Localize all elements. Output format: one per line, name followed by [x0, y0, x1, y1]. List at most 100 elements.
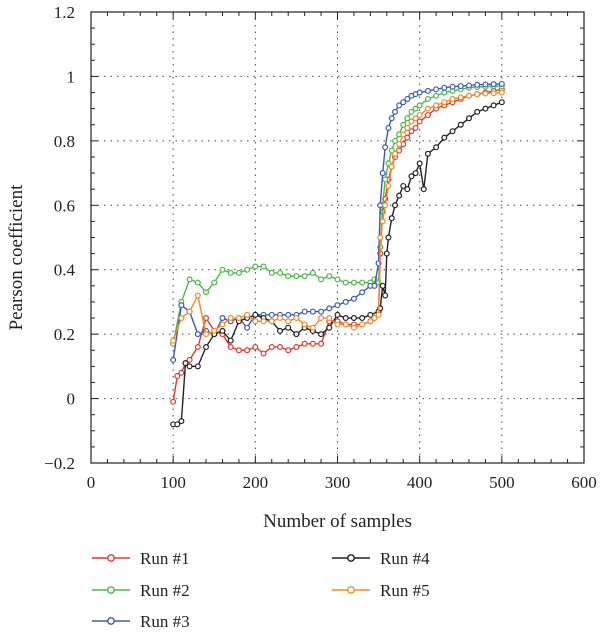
- data-point: [301, 321, 308, 328]
- data-point: [498, 99, 505, 106]
- data-point: [457, 121, 464, 128]
- x-tick-label: 100: [160, 473, 186, 492]
- data-point: [293, 315, 300, 322]
- data-point: [211, 327, 218, 334]
- data-point: [474, 91, 481, 98]
- legend-item-run-5: Run #5: [332, 581, 430, 600]
- data-point: [268, 344, 275, 351]
- data-point: [227, 344, 234, 351]
- data-point: [388, 115, 395, 122]
- data-point: [334, 302, 341, 309]
- data-point: [375, 311, 382, 318]
- data-point: [260, 318, 267, 325]
- data-point: [318, 340, 325, 347]
- y-tick-label: 0.8: [54, 132, 75, 151]
- data-point: [276, 327, 283, 334]
- data-point: [420, 186, 427, 193]
- data-point: [244, 266, 251, 273]
- data-point: [377, 234, 384, 241]
- data-point: [203, 331, 210, 338]
- data-point: [285, 273, 292, 280]
- data-point: [285, 347, 292, 354]
- data-point: [392, 150, 399, 157]
- data-point: [309, 269, 316, 276]
- series-layer: [170, 80, 505, 428]
- data-point: [408, 173, 415, 180]
- data-point: [350, 324, 357, 331]
- data-point: [268, 311, 275, 318]
- data-point: [174, 421, 181, 428]
- data-point: [219, 321, 226, 328]
- data-point: [465, 92, 472, 99]
- data-point: [424, 87, 431, 94]
- data-point: [465, 115, 472, 122]
- data-point: [182, 360, 189, 367]
- data-point: [482, 105, 489, 112]
- data-point: [186, 308, 193, 315]
- data-point: [449, 83, 456, 90]
- data-point: [404, 134, 411, 141]
- data-point: [379, 170, 386, 177]
- data-point: [178, 369, 185, 376]
- x-tick-label: 200: [243, 473, 269, 492]
- data-point: [482, 81, 489, 88]
- data-point: [174, 373, 181, 380]
- data-point: [194, 279, 201, 286]
- data-point: [416, 102, 423, 109]
- x-tick-label: 0: [87, 473, 96, 492]
- data-point: [449, 95, 456, 102]
- data-point: [424, 105, 431, 112]
- data-point: [301, 340, 308, 347]
- data-point: [412, 124, 419, 131]
- x-tick-label: 500: [489, 473, 515, 492]
- data-point: [276, 315, 283, 322]
- data-point: [388, 215, 395, 222]
- tick-labels: 0 100 200 300 400 500 600 −0.2 0 0.2 0.4 0.6 0.8 1 1.2: [44, 3, 597, 492]
- legend-label: Run #3: [140, 612, 190, 631]
- data-point: [382, 292, 389, 299]
- legend-item-run-2: Run #2: [92, 581, 190, 600]
- data-point: [350, 295, 357, 302]
- data-point: [170, 356, 177, 363]
- data-point: [203, 344, 210, 351]
- data-point: [219, 327, 226, 334]
- data-point: [379, 218, 386, 225]
- data-point: [400, 182, 407, 189]
- data-point: [342, 298, 349, 305]
- y-tick-label: 0.2: [54, 325, 75, 344]
- data-point: [441, 99, 448, 106]
- data-point: [268, 318, 275, 325]
- data-point: [377, 202, 384, 209]
- data-point: [178, 418, 185, 425]
- data-point: [457, 83, 464, 90]
- data-point: [392, 202, 399, 209]
- data-point: [326, 273, 333, 280]
- data-point: [178, 315, 185, 322]
- series-line: [173, 101, 503, 426]
- data-point: [371, 315, 378, 322]
- data-point: [412, 105, 419, 112]
- data-point: [227, 269, 234, 276]
- data-point: [412, 115, 419, 122]
- data-point: [227, 337, 234, 344]
- data-point: [408, 118, 415, 125]
- data-point: [404, 186, 411, 193]
- x-tick-label: 600: [571, 473, 597, 492]
- plot-area-frame: [90, 11, 585, 464]
- data-point: [194, 292, 201, 299]
- data-point: [342, 321, 349, 328]
- y-axis-title: Pearson coefficient: [6, 184, 27, 331]
- data-point: [359, 289, 366, 296]
- data-point: [457, 94, 464, 101]
- data-point: [186, 276, 193, 283]
- series-run-5: [170, 89, 505, 344]
- data-point: [194, 344, 201, 351]
- data-point: [404, 95, 411, 102]
- data-point: [318, 276, 325, 283]
- data-point: [416, 89, 423, 96]
- data-point: [260, 350, 267, 357]
- legend: Run #1 Run #2 Run #3 Run #4 Run #5: [92, 549, 430, 631]
- data-point: [396, 192, 403, 199]
- data-point: [227, 315, 234, 322]
- data-point: [433, 144, 440, 151]
